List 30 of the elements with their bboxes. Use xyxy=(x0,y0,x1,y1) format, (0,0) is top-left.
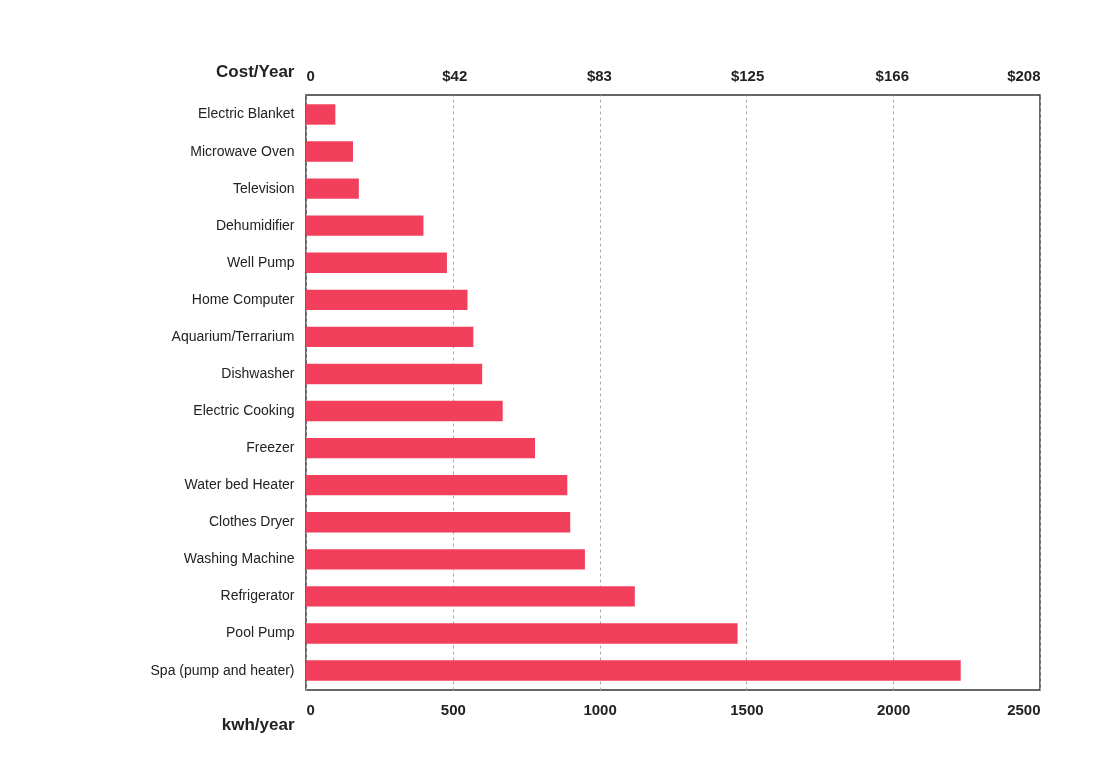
y-tick-label: Television xyxy=(233,179,295,196)
x2-tick-label: $166 xyxy=(875,66,909,84)
x-axis-title: kwh/year xyxy=(221,714,295,734)
x2-axis-title: Cost/Year xyxy=(216,61,295,81)
y-tick-label: Microwave Oven xyxy=(190,142,295,159)
x2-tick-label: $83 xyxy=(586,66,612,84)
y-tick-label: Dehumidifier xyxy=(215,216,295,233)
x-tick-label: 500 xyxy=(440,700,466,718)
x-tick-label: 1000 xyxy=(583,700,617,718)
x2-tick-label: $208 xyxy=(1007,66,1041,84)
y-tick-label: Home Computer xyxy=(191,290,295,307)
x2-tick-label: $42 xyxy=(442,66,468,84)
x-tick-label: 2000 xyxy=(877,700,911,718)
y-tick-label: Electric Blanket xyxy=(198,105,295,122)
x-tick-label: 2500 xyxy=(1007,700,1041,718)
x-tick-label: 1500 xyxy=(730,700,764,718)
y-tick-label: Water bed Heater xyxy=(184,476,295,493)
y-tick-label: Spa (pump and heater) xyxy=(150,661,295,678)
y-tick-label: Well Pump xyxy=(227,253,295,270)
x2-tick-label: $125 xyxy=(730,66,765,84)
y-tick-label: Refrigerator xyxy=(220,587,295,604)
x-tick-label: 0 xyxy=(306,700,315,718)
y-tick-label: Freezer xyxy=(246,439,295,456)
y-tick-label: Washing Machine xyxy=(183,550,295,567)
y-tick-label: Aquarium/Terrarium xyxy=(171,327,295,344)
y-tick-label: Pool Pump xyxy=(226,624,295,641)
y-tick-label: Electric Cooking xyxy=(193,402,295,419)
x2-tick-label: 0 xyxy=(306,66,315,84)
y-tick-label: Dishwasher xyxy=(221,364,295,381)
y-tick-label: Clothes Dryer xyxy=(208,513,295,530)
